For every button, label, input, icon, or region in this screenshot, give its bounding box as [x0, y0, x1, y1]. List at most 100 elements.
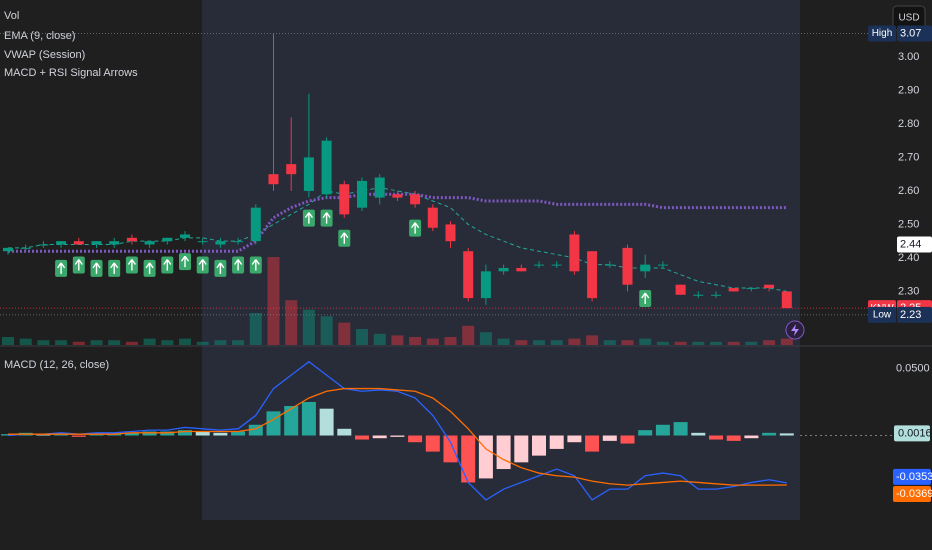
candle-body: [480, 271, 491, 299]
histogram-bar: [620, 435, 635, 444]
volume-bar: [338, 322, 351, 345]
candle-body: [781, 291, 792, 309]
price-label-tag: [868, 25, 896, 42]
histogram-bar: [355, 435, 369, 440]
volume-bar: [621, 340, 634, 345]
price-label-name: High: [872, 28, 893, 39]
candle-body: [144, 241, 155, 245]
histogram-bar: [89, 434, 104, 436]
candle-body: [622, 247, 633, 285]
candle-body: [587, 251, 598, 299]
volume-bar: [161, 340, 174, 345]
candle-body: [197, 241, 208, 243]
currency-label[interactable]: USD: [898, 13, 919, 24]
histogram-bar: [160, 431, 175, 436]
histogram-bar: [461, 435, 476, 483]
price-label-value: 2.44: [900, 238, 921, 250]
candle-body: [675, 284, 686, 295]
candle-body: [91, 241, 102, 245]
volume-bar: [356, 329, 368, 345]
candle-body: [73, 241, 84, 245]
histogram-bar: [655, 424, 670, 436]
volume-bar: [745, 341, 758, 345]
volume-bar: [603, 340, 616, 345]
candle-body: [534, 264, 544, 266]
series-value-box: [893, 485, 931, 502]
candle-body: [250, 207, 261, 242]
series-value-box: [893, 468, 931, 485]
candle-body: [20, 247, 31, 249]
histogram-bar: [337, 428, 352, 436]
buy-signal: [179, 253, 191, 271]
volume-bar: [692, 341, 705, 345]
candle-body: [551, 264, 562, 266]
histogram-bar: [1, 434, 15, 436]
histogram-bar: [142, 431, 157, 436]
buy-signal-arrow: [234, 259, 243, 271]
histogram-bar: [478, 435, 493, 479]
buy-signal: [214, 259, 227, 277]
histogram-bar: [779, 433, 794, 436]
candle-body: [445, 224, 456, 242]
buy-signal-arrow: [145, 262, 154, 274]
volume-bar: [2, 337, 14, 345]
volume-bar: [108, 340, 121, 345]
y-tick-label: 2.60: [898, 185, 919, 197]
candle-body: [516, 267, 527, 272]
volume-bar: [302, 309, 315, 345]
histogram-bar: [585, 435, 600, 452]
buy-signal-arrow: [198, 259, 207, 271]
candle-body: [321, 140, 332, 195]
y-tick-label: 2.30: [898, 285, 919, 297]
volume-bar: [373, 333, 386, 345]
buy-signal: [302, 209, 315, 227]
volume-bar: [320, 316, 333, 345]
volume-bar: [710, 341, 722, 345]
histogram-bar: [726, 435, 741, 441]
volume-bar: [426, 338, 439, 345]
buy-signal: [72, 256, 85, 274]
volume-bar: [586, 335, 599, 345]
price-label-name: Low: [873, 309, 892, 320]
candle-body: [410, 194, 421, 205]
price-label-box: [897, 236, 932, 253]
volume-bar: [267, 257, 280, 345]
volume-bar: [763, 340, 776, 345]
hist-value-box: [894, 425, 930, 442]
histogram-bar: [390, 435, 405, 437]
buy-signal: [409, 219, 422, 237]
buy-signal: [161, 256, 174, 274]
candle-body: [746, 288, 757, 290]
volume-bar: [285, 300, 298, 345]
histogram-bar: [762, 432, 777, 436]
series-value-label: -0.0353: [896, 471, 932, 483]
volume-bar: [214, 340, 227, 345]
y-tick-label: 2.70: [898, 151, 919, 163]
histogram-bar: [602, 435, 617, 441]
candle-body: [38, 244, 49, 246]
histogram-bar: [231, 431, 246, 436]
buy-signal: [320, 209, 333, 227]
candle-body: [640, 264, 651, 272]
price-label-box: [897, 306, 932, 323]
buy-signal-arrow: [216, 262, 225, 274]
buy-signal-arrow: [304, 212, 313, 224]
histogram-bar: [691, 432, 706, 436]
candle-body: [303, 157, 314, 191]
buy-signal: [108, 259, 121, 277]
histogram-bar: [709, 435, 723, 440]
buy-signal-arrow: [163, 259, 172, 271]
price-label-value: 3.07: [900, 27, 921, 39]
volume-bar: [232, 340, 245, 345]
y-tick-label: 2.80: [898, 118, 919, 130]
volume-bar: [515, 340, 528, 345]
volume-bar: [196, 341, 209, 345]
volume-bar: [550, 340, 563, 345]
buy-signal-arrow: [251, 259, 260, 271]
volume-bar: [72, 341, 85, 345]
histogram-bar: [301, 401, 316, 436]
volume-bar: [391, 335, 404, 345]
buy-signal-arrow: [180, 255, 190, 268]
buy-signal-arrow: [92, 262, 101, 274]
histogram-bar: [213, 432, 228, 436]
